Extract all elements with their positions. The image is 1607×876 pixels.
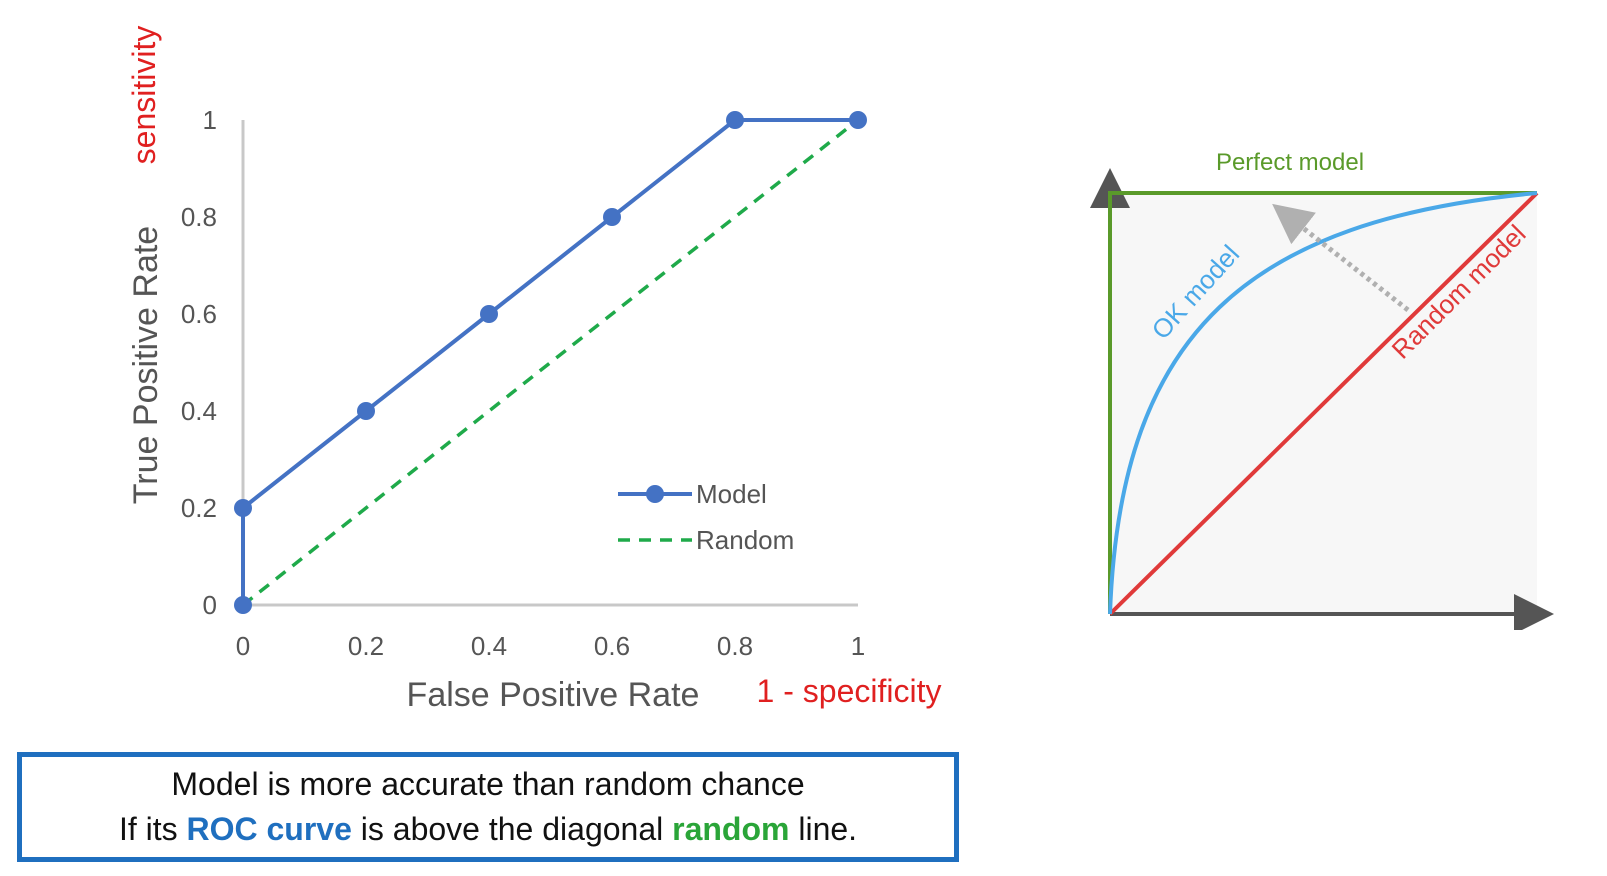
series-random-line — [241, 118, 860, 607]
x-tick-label-4: 0.8 — [717, 631, 753, 661]
series-model-point-5 — [726, 111, 744, 129]
legend-random-label: Random — [696, 525, 794, 555]
caption-box: Model is more accurate than random chanc… — [17, 752, 959, 862]
y-axis-title: True Positive Rate — [127, 226, 165, 504]
caption-random: random — [672, 811, 790, 847]
x-tick-label-3: 0.6 — [594, 631, 630, 661]
x-tick-labels: 0 0.2 0.4 0.6 0.8 1 — [236, 631, 865, 661]
y-axis-note: sensitivity — [126, 26, 162, 165]
series-layer — [234, 111, 867, 614]
series-model-point-0 — [234, 596, 252, 614]
caption-suffix: line. — [789, 811, 858, 847]
legend-model-marker — [646, 485, 664, 503]
series-model-point-1 — [234, 499, 252, 517]
legend-model-label: Model — [696, 479, 767, 509]
improvement-arrow — [1272, 203, 1410, 312]
x-tick-label-2: 0.4 — [471, 631, 507, 661]
legend: Model Random — [618, 479, 794, 555]
x-tick-label-0: 0 — [236, 631, 250, 661]
series-model-point-3 — [480, 305, 498, 323]
y-tick-label-0: 0 — [203, 590, 217, 620]
roc-concept-diagram: Perfect model OK model Random model — [1090, 150, 1554, 630]
caption-roc-curve: ROC curve — [186, 811, 352, 847]
perfect-model-line — [1108, 191, 1537, 614]
x-axis-note: 1 - specificity — [757, 673, 942, 709]
caption-prefix: If its — [118, 811, 187, 847]
caption-line-2: If its ROC curve is above the diagonal r… — [119, 807, 857, 852]
y-tick-label-3: 0.6 — [181, 299, 217, 329]
series-model-point-2 — [357, 402, 375, 420]
caption-line-1: Model is more accurate than random chanc… — [171, 766, 805, 802]
y-tick-label-5: 1 — [203, 105, 217, 135]
y-tick-label-2: 0.4 — [181, 396, 217, 426]
series-model-point-4 — [603, 208, 621, 226]
ok-model-curve — [1108, 191, 1538, 615]
x-tick-label-5: 1 — [851, 631, 865, 661]
x-axis-title: False Positive Rate — [407, 676, 700, 714]
x-tick-label-1: 0.2 — [348, 631, 384, 661]
y-tick-label-1: 0.2 — [181, 493, 217, 523]
y-tick-label-4: 0.8 — [181, 202, 217, 232]
caption-middle: is above the diagonal — [351, 811, 673, 847]
random-model-line — [1108, 191, 1539, 616]
y-tick-labels: 0 0.2 0.4 0.6 0.8 1 — [181, 105, 217, 620]
perfect-model-label: Perfect model — [1216, 150, 1364, 176]
series-model-point-6 — [849, 111, 867, 129]
roc-chart: 0 0.2 0.4 0.6 0.8 1 0 0.2 0.4 0.6 0.8 1 False Posi… — [126, 26, 942, 714]
